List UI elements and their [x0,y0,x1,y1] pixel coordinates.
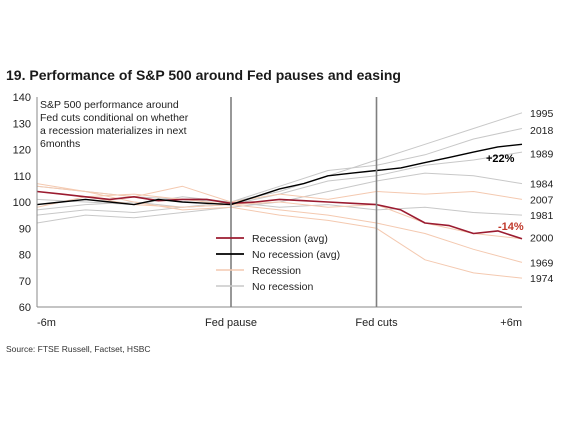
y-tick-label: 60 [19,302,31,314]
x-tick-label: Fed pause [205,317,257,329]
end-label: 1981 [530,210,554,222]
legend-label: Recession [252,265,301,277]
annotation-minus14: -14% [498,221,524,233]
source-note: Source: FTSE Russell, Factset, HSBC [6,344,151,354]
note-line-4: 6months [40,138,80,150]
legend-label: Recession (avg) [252,233,328,245]
series-layer [36,112,523,279]
legend-label: No recession [252,281,313,293]
y-tick-label: 120 [13,145,31,157]
legend: Recession (avg) No recession (avg) Recessi… [216,233,340,293]
y-tick-label: 70 [19,276,31,288]
end-label: 2018 [530,125,554,137]
y-tick-label: 140 [13,92,31,104]
chart-title: 19. Performance of S&P 500 around Fed pa… [6,67,401,83]
legend-label: No recession (avg) [252,249,340,261]
axis-layer: 60 70 80 90 100 110 120 130 140 -6m Fed pause Fed c… [13,92,522,329]
end-label: 2007 [530,194,554,206]
series-line-1995 [36,112,523,216]
series-line-recession-avg- [36,190,523,240]
end-label: 1969 [530,257,554,269]
note-block: S&P 500 performance around Fed cuts cond… [40,99,189,150]
x-tick-label: +6m [500,317,522,329]
x-tick-label: Fed cuts [355,317,398,329]
end-label: 2000 [530,232,554,244]
end-label: 1995 [530,108,554,120]
annotation-plus22: +22% [486,153,515,165]
x-tick-label: -6m [37,317,56,329]
y-tick-label: 80 [19,250,31,262]
series-line-2018 [36,128,523,206]
series-line-1969 [36,191,523,263]
end-labels: 1995 2018 1989 1984 2007 1981 2000 1969 1974 [530,108,554,285]
y-tick-label: 90 [19,223,31,235]
end-label: 1989 [530,148,554,160]
note-line-2: Fed cuts conditional on whether [40,112,189,124]
y-tick-label: 130 [13,118,31,130]
note-line-1: S&P 500 performance around [40,99,179,111]
y-tick-label: 110 [13,171,31,183]
series-line-2007 [36,183,523,203]
series-line-no-recession-avg- [36,143,523,206]
end-label: 1974 [530,273,554,285]
series-line-1989 [36,151,523,211]
y-tick-label: 100 [13,197,31,209]
end-label: 1984 [530,179,554,191]
note-line-3: a recession materializes in next [40,125,187,137]
